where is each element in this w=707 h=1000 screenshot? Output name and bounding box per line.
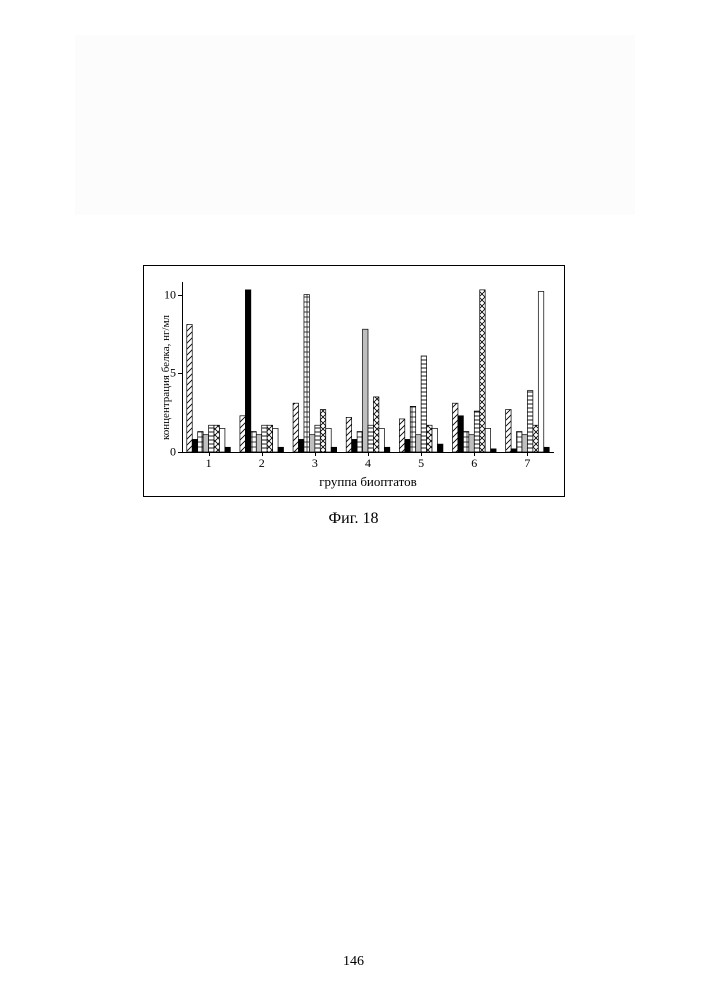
bar <box>267 425 272 452</box>
y-tick-label: 5 <box>152 366 176 381</box>
top-blank-region <box>75 35 635 215</box>
figure-caption: Фиг. 18 <box>0 510 707 528</box>
bar <box>245 290 250 452</box>
page-number: 146 <box>0 954 707 970</box>
bar <box>273 428 278 452</box>
bar <box>309 435 314 452</box>
bar <box>432 428 437 452</box>
bar <box>225 447 230 452</box>
bar <box>192 439 197 452</box>
bar <box>214 425 219 452</box>
y-tick <box>178 452 182 453</box>
bar <box>384 447 389 452</box>
bars-layer <box>182 282 554 452</box>
bar <box>203 435 208 452</box>
bar <box>256 435 261 452</box>
bar <box>304 295 309 452</box>
bar-chart: концентрация белка, нг/мл группа биоптат… <box>182 282 554 452</box>
bar <box>421 356 426 452</box>
bar <box>517 432 522 452</box>
bar <box>453 403 458 452</box>
y-tick-label: 10 <box>152 287 176 302</box>
document-page: концентрация белка, нг/мл группа биоптат… <box>0 0 707 1000</box>
bar <box>346 417 351 452</box>
bar <box>463 432 468 452</box>
x-tick-label: 3 <box>312 456 318 471</box>
bar <box>469 435 474 452</box>
chart-frame: концентрация белка, нг/мл группа биоптат… <box>143 265 565 497</box>
bar <box>251 432 256 452</box>
bar <box>357 432 362 452</box>
bar <box>299 439 304 452</box>
x-tick-label: 4 <box>365 456 371 471</box>
bar <box>219 428 224 452</box>
bar <box>410 406 415 452</box>
bar <box>427 425 432 452</box>
bar <box>437 444 442 452</box>
bar <box>278 447 283 452</box>
bar <box>458 416 463 452</box>
bar <box>474 411 479 452</box>
bar <box>416 435 421 452</box>
bar <box>480 290 485 452</box>
x-tick-label: 2 <box>259 456 265 471</box>
bar <box>405 439 410 452</box>
bar <box>485 428 490 452</box>
bar <box>511 449 516 452</box>
bar <box>527 391 532 452</box>
bar <box>533 425 538 452</box>
bar <box>399 419 404 452</box>
x-tick-label: 6 <box>471 456 477 471</box>
bar <box>209 425 214 452</box>
x-tick-label: 7 <box>524 456 530 471</box>
x-axis-title: группа биоптатов <box>319 474 417 490</box>
bar <box>544 447 549 452</box>
bar <box>320 410 325 453</box>
bar <box>293 403 298 452</box>
bar <box>538 291 543 452</box>
bar <box>491 449 496 452</box>
bar <box>368 425 373 452</box>
bar <box>363 329 368 452</box>
bar <box>352 439 357 452</box>
x-tick-label: 1 <box>206 456 212 471</box>
bar <box>187 325 192 453</box>
bar <box>262 425 267 452</box>
bar <box>198 432 203 452</box>
bar <box>522 435 527 452</box>
bar <box>373 397 378 452</box>
bar <box>379 428 384 452</box>
bar <box>506 410 511 453</box>
bar <box>240 416 245 452</box>
y-tick-label: 0 <box>152 445 176 460</box>
bar <box>326 428 331 452</box>
x-tick-label: 5 <box>418 456 424 471</box>
bar <box>331 447 336 452</box>
bar <box>315 425 320 452</box>
